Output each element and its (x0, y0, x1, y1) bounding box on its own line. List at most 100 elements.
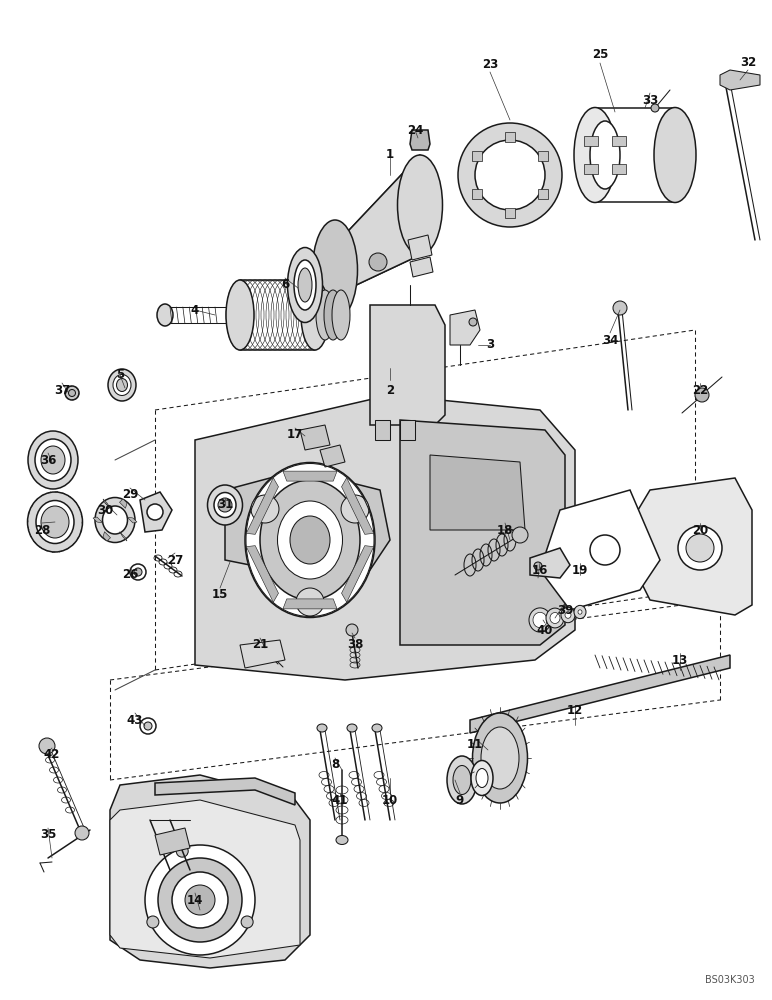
Text: 35: 35 (40, 828, 56, 842)
Circle shape (176, 845, 188, 857)
Ellipse shape (565, 612, 571, 618)
Circle shape (185, 885, 215, 915)
Circle shape (534, 562, 542, 570)
Ellipse shape (35, 439, 71, 481)
Circle shape (475, 140, 545, 210)
Circle shape (140, 718, 156, 734)
Ellipse shape (287, 247, 323, 322)
Text: 36: 36 (40, 454, 56, 466)
Polygon shape (370, 305, 445, 425)
Circle shape (651, 104, 659, 112)
Ellipse shape (28, 431, 78, 489)
Ellipse shape (69, 389, 76, 396)
Polygon shape (120, 532, 127, 541)
Ellipse shape (41, 506, 69, 538)
Polygon shape (635, 478, 752, 615)
Text: 20: 20 (692, 524, 708, 536)
Ellipse shape (574, 107, 616, 202)
Polygon shape (538, 151, 548, 161)
Text: 32: 32 (740, 55, 756, 68)
Text: 29: 29 (122, 488, 138, 502)
Ellipse shape (574, 605, 586, 619)
Text: 34: 34 (602, 334, 618, 347)
Text: 17: 17 (287, 428, 303, 442)
Circle shape (458, 123, 562, 227)
Text: 39: 39 (557, 603, 573, 616)
Ellipse shape (481, 727, 519, 789)
Text: 28: 28 (34, 524, 50, 536)
Text: 24: 24 (407, 123, 423, 136)
Ellipse shape (301, 280, 329, 350)
Ellipse shape (208, 485, 242, 525)
Circle shape (686, 534, 714, 562)
Text: 16: 16 (532, 564, 548, 576)
Text: BS03K303: BS03K303 (706, 975, 755, 985)
Polygon shape (430, 455, 525, 530)
Polygon shape (408, 235, 432, 260)
Ellipse shape (95, 497, 135, 542)
Polygon shape (341, 546, 374, 602)
Ellipse shape (533, 612, 547, 628)
Text: 2: 2 (386, 383, 394, 396)
Text: 40: 40 (537, 624, 554, 637)
Circle shape (296, 588, 324, 616)
Circle shape (75, 826, 89, 840)
Polygon shape (505, 208, 515, 218)
Polygon shape (612, 164, 626, 174)
Polygon shape (140, 492, 172, 532)
Ellipse shape (226, 280, 254, 350)
Polygon shape (470, 655, 730, 733)
Text: 26: 26 (122, 568, 138, 582)
Ellipse shape (214, 492, 236, 518)
Polygon shape (103, 499, 110, 508)
Ellipse shape (28, 492, 83, 552)
Text: 21: 21 (252, 639, 268, 652)
Polygon shape (195, 395, 575, 680)
Ellipse shape (347, 724, 357, 732)
Polygon shape (246, 478, 279, 534)
Polygon shape (283, 599, 337, 609)
Text: 42: 42 (44, 748, 60, 762)
Text: 1: 1 (386, 148, 394, 161)
Polygon shape (225, 470, 390, 575)
Text: 13: 13 (672, 654, 688, 666)
Ellipse shape (398, 155, 442, 255)
Polygon shape (110, 775, 310, 968)
Ellipse shape (372, 724, 382, 732)
Text: 37: 37 (54, 383, 70, 396)
Polygon shape (400, 420, 415, 440)
Ellipse shape (294, 260, 316, 310)
Polygon shape (472, 151, 482, 161)
Circle shape (251, 495, 279, 523)
Text: 3: 3 (486, 338, 494, 352)
Polygon shape (505, 132, 515, 142)
Polygon shape (283, 471, 337, 481)
Ellipse shape (290, 516, 330, 564)
Text: 25: 25 (592, 48, 608, 62)
Polygon shape (584, 136, 598, 146)
Ellipse shape (447, 756, 477, 804)
Text: 23: 23 (482, 58, 498, 72)
Circle shape (369, 253, 387, 271)
Polygon shape (110, 800, 300, 958)
Circle shape (144, 722, 152, 730)
Circle shape (218, 498, 232, 512)
Text: 4: 4 (191, 304, 199, 316)
Ellipse shape (157, 304, 173, 326)
Ellipse shape (36, 500, 74, 544)
Circle shape (145, 845, 255, 955)
Text: 18: 18 (497, 524, 513, 536)
Text: 31: 31 (217, 498, 233, 512)
Ellipse shape (453, 766, 471, 794)
Text: 41: 41 (332, 794, 348, 806)
Polygon shape (127, 517, 137, 523)
Circle shape (613, 301, 627, 315)
Ellipse shape (277, 501, 343, 579)
Polygon shape (538, 189, 548, 199)
Polygon shape (93, 517, 103, 523)
Polygon shape (410, 257, 433, 277)
Text: 10: 10 (382, 794, 398, 806)
Circle shape (134, 568, 142, 576)
Ellipse shape (324, 290, 342, 340)
Polygon shape (375, 420, 390, 440)
